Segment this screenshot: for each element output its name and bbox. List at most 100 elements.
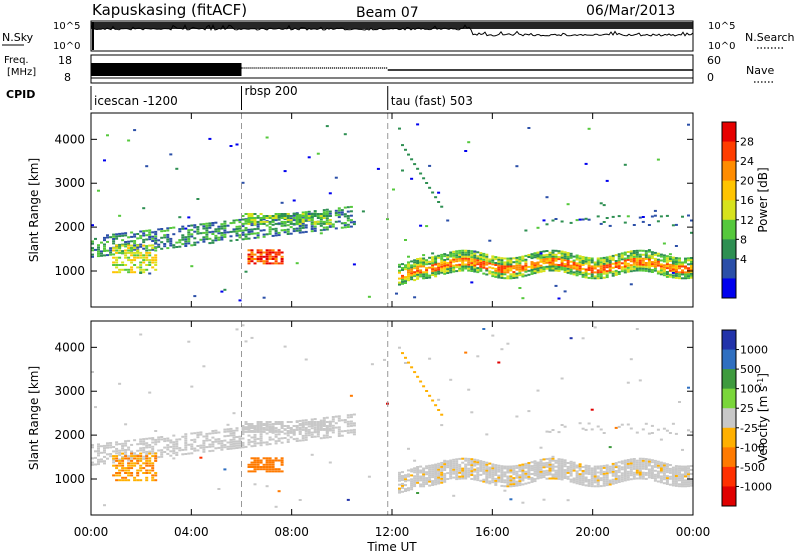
range-time-cell <box>136 246 140 249</box>
range-time-cell <box>584 217 588 220</box>
range-time-cell <box>428 466 432 469</box>
range-time-cell <box>518 470 522 473</box>
range-time-cell <box>398 475 401 478</box>
range-time-cell <box>295 215 299 217</box>
range-time-cell <box>283 428 287 431</box>
range-time-cell <box>681 271 684 274</box>
range-time-cell <box>271 470 275 473</box>
range-time-cell <box>238 440 242 443</box>
range-time-cell <box>316 220 320 223</box>
range-time-cell <box>551 469 555 472</box>
range-time-cell <box>602 474 606 477</box>
range-time-cell <box>262 260 266 263</box>
range-time-cell <box>641 267 645 270</box>
range-time-cell <box>461 251 465 254</box>
range-time-cell <box>524 254 528 257</box>
range-time-cell <box>115 464 119 467</box>
range-time-cell <box>548 265 552 268</box>
range-time-cell <box>256 461 260 464</box>
range-time-cell <box>241 233 245 236</box>
range-time-cell <box>404 266 407 269</box>
range-time-cell <box>506 477 510 480</box>
range-time-cell <box>410 266 414 269</box>
range-time-cell <box>223 435 227 438</box>
range-time-cell <box>461 477 465 480</box>
range-time-cell <box>139 452 143 455</box>
range-time-cell <box>172 447 176 450</box>
range-time-cell <box>566 471 570 474</box>
range-time-cell <box>103 447 106 450</box>
range-time-cell <box>605 466 609 469</box>
range-time-cell <box>142 244 146 247</box>
range-time-cell <box>596 483 600 486</box>
range-time-cell <box>112 457 116 460</box>
range-time-cell <box>437 256 441 259</box>
range-time-cell <box>638 461 642 464</box>
range-time-cell <box>262 229 266 232</box>
range-time-cell <box>316 421 320 423</box>
range-time-cell <box>103 239 106 242</box>
range-time-cell <box>551 269 555 272</box>
range-time-cell <box>509 469 513 472</box>
range-time-cell <box>623 265 627 268</box>
range-time-cell <box>650 459 654 462</box>
range-time-cell <box>283 432 287 435</box>
range-time-cell <box>687 123 690 126</box>
range-time-cell <box>644 477 648 480</box>
range-time-cell <box>551 261 555 264</box>
range-time-cell <box>557 460 561 463</box>
range-time-cell <box>325 125 329 128</box>
range-time-cell <box>665 265 669 268</box>
range-time-cell <box>641 428 645 431</box>
range-time-cell <box>401 352 404 355</box>
range-time-cell <box>464 459 468 462</box>
range-time-cell <box>569 472 573 475</box>
range-time-cell <box>470 270 474 272</box>
range-time-cell <box>440 463 444 466</box>
range-time-cell <box>605 260 609 263</box>
range-time-cell <box>485 471 489 474</box>
range-time-cell <box>208 432 212 435</box>
range-time-cell <box>684 275 687 278</box>
range-time-cell <box>322 434 326 437</box>
range-time-cell <box>121 251 125 254</box>
range-time-cell <box>416 265 420 268</box>
range-time-cell <box>566 467 570 470</box>
range-time-cell <box>566 462 570 464</box>
range-time-cell <box>401 484 404 487</box>
range-time-cell <box>653 477 657 480</box>
range-time-cell <box>319 222 323 225</box>
range-time-cell <box>671 270 675 273</box>
range-time-cell <box>145 256 149 259</box>
range-time-cell <box>437 482 441 485</box>
range-time-cell <box>163 236 167 239</box>
date-title: 06/Mar/2013 <box>586 3 675 19</box>
range-time-cell <box>569 470 573 473</box>
range-time-cell <box>674 473 678 475</box>
range-time-cell <box>133 264 137 266</box>
xtick-label: 00:00 <box>74 525 109 539</box>
range-time-cell <box>322 217 326 219</box>
range-time-cell <box>289 232 293 235</box>
range-time-cell <box>551 467 555 470</box>
range-time-cell <box>133 455 137 458</box>
range-time-cell <box>497 361 501 364</box>
range-time-cell <box>539 446 543 449</box>
range-time-cell <box>509 479 513 482</box>
range-time-cell <box>193 226 197 229</box>
range-time-cell <box>139 245 143 248</box>
range-time-cell <box>425 269 429 272</box>
range-time-cell <box>503 481 507 484</box>
range-time-cell <box>253 468 257 471</box>
range-time-cell <box>629 258 633 261</box>
range-time-cell <box>109 442 113 444</box>
range-time-cell <box>133 235 137 238</box>
range-time-cell <box>112 464 116 467</box>
range-time-cell <box>265 432 269 435</box>
range-time-cell <box>124 467 128 470</box>
range-time-cell <box>599 257 603 260</box>
range-time-cell <box>277 421 281 423</box>
range-time-cell <box>500 265 504 268</box>
range-time-cell <box>97 452 100 455</box>
range-time-cell <box>464 477 468 480</box>
